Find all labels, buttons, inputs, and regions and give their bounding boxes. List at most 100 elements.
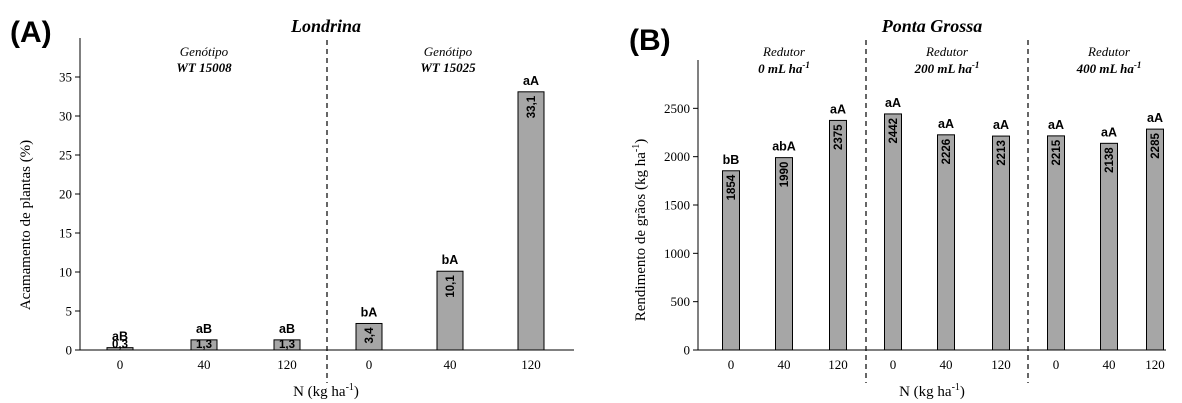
panel-a-x-tick-label: 0	[117, 357, 124, 372]
panel-a-bar	[273, 339, 301, 351]
panel-b-bar-significance-label: abA	[772, 140, 796, 154]
panel-b-y-tick-label: 2500	[664, 101, 690, 116]
panel-b-bar-value-label: 2138	[1104, 147, 1116, 173]
panel-b-bar	[1100, 142, 1118, 351]
panel-a-x-tick-label: 0	[366, 357, 373, 372]
panel-b-group-label-line2-main: 400 mL ha	[1076, 61, 1135, 76]
panel-a-y-tick-label: 10	[59, 265, 72, 280]
panel-a-x-tick-label: 120	[521, 357, 541, 372]
panel-b-x-tick-label: 0	[1053, 357, 1060, 372]
panel-b-bar-value-label: 1990	[779, 162, 791, 188]
panel-a-bar-value-label: 0,3	[112, 339, 128, 351]
panel-b-group-label-line2: 0 mL ha-1	[758, 60, 810, 76]
panel-b-bar	[1047, 135, 1065, 351]
panel-b-letter: (B)	[629, 24, 671, 57]
panel-b-x-axis-label: N (kg ha-1)	[899, 382, 965, 400]
panel-b-y-axis-label-main: Rendimento de grãos (kg ha	[633, 152, 649, 321]
panel-a-x-tick-label: 40	[198, 357, 211, 372]
panel-a-y-tick-label: 0	[66, 343, 73, 358]
panel-b-x-tick-label: 120	[1145, 357, 1165, 372]
panel-b-y-tick-label: 1000	[664, 246, 690, 261]
panel-a-group-label-line1: Genótipo	[424, 44, 473, 59]
panel-a-bar-significance-label: aB	[279, 322, 295, 336]
panel-b-group-label-line1: Redutor	[925, 44, 969, 59]
panel-a-bar-significance-label: bA	[442, 253, 459, 267]
panel-a-group-label-line2-main: WT 15008	[176, 60, 232, 75]
panel-b-x-axis-label-main: N (kg ha	[899, 384, 952, 400]
panel-a-x-axis-label-main: N (kg ha	[293, 384, 346, 400]
panel-a-bar	[190, 339, 218, 351]
panel-a-group-label-line1: Genótipo	[180, 44, 229, 59]
panel-a-x-axis-label-end: )	[354, 384, 359, 400]
panel-a-y-axis-label: Acamamento de plantas (%)	[18, 140, 34, 310]
panel-b-y-tick-label: 2000	[664, 149, 690, 164]
panel-b-bar	[722, 170, 740, 351]
panel-a-group-label-line2: WT 15008	[176, 60, 232, 75]
panel-b-bar	[1146, 128, 1164, 351]
panel-b-title: Ponta Grossa	[881, 16, 983, 36]
panel-b-bar	[884, 113, 902, 351]
panel-a-bar	[355, 322, 383, 351]
panel-b-bar-significance-label: aA	[938, 117, 954, 131]
panel-b-group-label-line2-main: 0 mL ha	[758, 61, 803, 76]
panel-b-group-label-line2-sup: -1	[1134, 60, 1142, 70]
panel-b-group-label-line2-sup: -1	[802, 60, 810, 70]
panel-b-bar-value-label: 1854	[726, 174, 738, 200]
panel-b-bar	[829, 119, 847, 351]
panel-b-x-tick-label: 0	[890, 357, 897, 372]
panel-a-title: Londrina	[290, 16, 361, 36]
panel-a-bar-value-label: 33,1	[526, 95, 538, 118]
panel-a-y-tick-label: 25	[59, 148, 72, 163]
panel-b-bar-significance-label: aA	[993, 118, 1009, 132]
panel-b-x-tick-label: 40	[778, 357, 791, 372]
panel-b-bar-significance-label: aA	[830, 102, 846, 116]
panel-b-x-axis-label-end: )	[960, 384, 965, 400]
panel-b-x-axis-label-sup: -1	[952, 382, 960, 393]
panel-b-bar-significance-label: aA	[1048, 118, 1064, 132]
panel-b-bar	[992, 135, 1010, 351]
panel-a-bar-significance-label: aB	[196, 322, 212, 336]
panel-b-y-tick-label: 0	[684, 343, 691, 358]
panel-b-group-label-line2-main: 200 mL ha	[914, 61, 973, 76]
panel-b-x-tick-label: 0	[728, 357, 735, 372]
panel-b-bar-value-label: 2285	[1150, 133, 1162, 159]
panel-b-group-label-line1: Redutor	[762, 44, 806, 59]
panel-a-bar	[436, 270, 464, 351]
panel-a-bar-value-label: 1,3	[196, 339, 212, 351]
panel-b-x-tick-label: 40	[940, 357, 953, 372]
panel-b-bar-value-label: 2442	[888, 118, 900, 144]
panel-a-bar-significance-label: bA	[361, 305, 378, 319]
panel-b-bar-value-label: 2213	[996, 140, 1008, 166]
panel-b-bar-significance-label: bB	[723, 153, 740, 167]
panel-a-y-tick-label: 15	[59, 226, 72, 241]
panel-b-bar-value-label: 2375	[833, 124, 845, 150]
panel-b-group-label-line1: Redutor	[1087, 44, 1131, 59]
panel-a-group-label-line2: WT 15025	[420, 60, 476, 75]
panel-b-y-axis-label: Rendimento de grãos (kg ha-1)	[631, 139, 649, 321]
panel-a-group-label-line2-main: WT 15025	[420, 60, 476, 75]
panel-a-bar-value-label: 3,4	[364, 327, 376, 344]
panel-a-bar	[106, 347, 134, 351]
panel-b-bar-significance-label: aA	[1101, 125, 1117, 139]
panel-a-x-axis-label-sup: -1	[346, 382, 354, 393]
panel-a-bar-value-label: 10,1	[445, 275, 457, 298]
panel-b-bar-significance-label: aA	[885, 96, 901, 110]
panel-b-group-label-line2-sup: -1	[972, 60, 980, 70]
panel-b-x-tick-label: 40	[1103, 357, 1116, 372]
panel-a-bar-significance-label: aB	[112, 330, 128, 344]
panel-b-bar	[937, 134, 955, 351]
panel-a-y-tick-label: 20	[59, 187, 72, 202]
panel-b-bar-value-label: 2215	[1051, 139, 1063, 165]
panel-a-y-tick-label: 5	[66, 304, 73, 319]
panel-a-bar-significance-label: aA	[523, 74, 539, 88]
panel-b-bar	[775, 157, 793, 351]
panel-b-bar-value-label: 2226	[941, 139, 953, 165]
panel-a-letter: (A)	[10, 16, 52, 49]
panel-b-y-tick-label: 500	[671, 294, 691, 309]
panel-b-group-label-line2: 400 mL ha-1	[1076, 60, 1142, 76]
panel-a-bar-value-label: 1,3	[279, 339, 295, 351]
panel-b-y-tick-label: 1500	[664, 198, 690, 213]
